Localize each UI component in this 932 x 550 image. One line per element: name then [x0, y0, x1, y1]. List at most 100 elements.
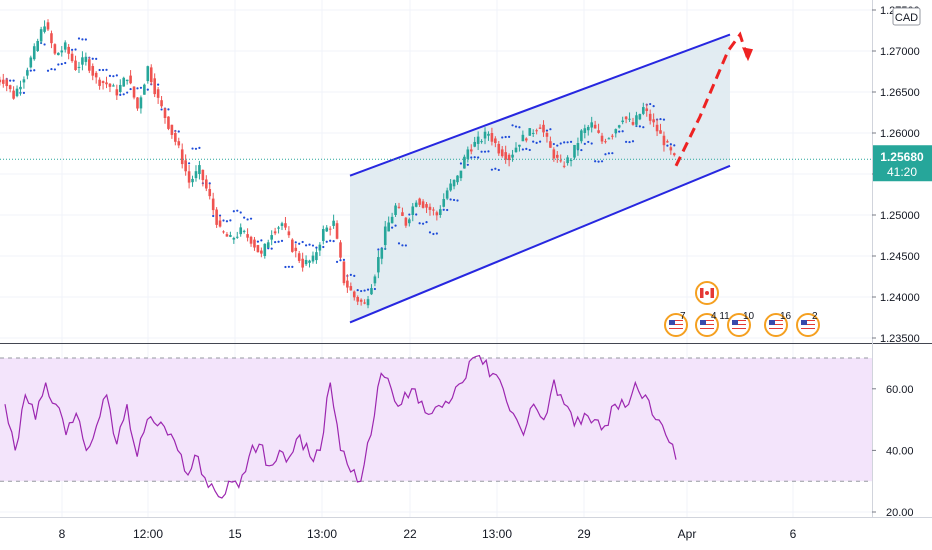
candle [487, 131, 490, 141]
candle [545, 131, 549, 143]
candle [473, 136, 476, 148]
time-axis[interactable]: 8 12:00 15 13:00 22 13:00 29 Apr 6 [59, 527, 797, 541]
candle [352, 290, 356, 301]
sar-dot [342, 258, 346, 261]
time-tick-label: 13:00 [482, 527, 512, 541]
candle [280, 221, 284, 231]
sar-dot [511, 124, 514, 127]
sar-dot [673, 144, 676, 147]
candle [390, 212, 394, 224]
event-badge-us[interactable]: 7 [664, 311, 688, 337]
sar-dot [249, 217, 253, 220]
sar-dot [29, 69, 32, 72]
candle [325, 225, 329, 232]
sar-dot [377, 248, 380, 251]
sar-dot [597, 160, 600, 163]
sar-dot [483, 150, 487, 153]
candle [562, 161, 566, 169]
sar-dot [43, 43, 46, 46]
price-tick-label: 1.24000 [880, 292, 920, 304]
event-badge-us[interactable]: 2 [796, 311, 820, 337]
sar-dot [360, 289, 363, 293]
sar-dot [64, 61, 67, 65]
candle [160, 96, 163, 109]
candle [277, 225, 280, 234]
event-badge-us[interactable]: 10 [727, 311, 755, 337]
countdown-value: 41:20 [887, 165, 917, 179]
sar-dot [418, 222, 421, 225]
candle [218, 216, 222, 228]
candle [194, 165, 198, 182]
candle [559, 154, 563, 163]
symbol-box[interactable] [892, 7, 921, 26]
candle [170, 124, 174, 139]
event-badge-ca[interactable] [695, 281, 719, 305]
sar-dot [139, 86, 143, 89]
sar-dot [95, 57, 98, 60]
candle [359, 298, 363, 306]
candle [580, 129, 583, 144]
candle [284, 216, 287, 231]
sar-dot [108, 74, 112, 77]
candle [36, 38, 39, 53]
time-tick-label: 13:00 [307, 527, 337, 541]
event-badge-us[interactable]: 4 11 [695, 311, 730, 337]
sar-dot [325, 240, 328, 243]
sar-dot [487, 150, 490, 153]
candle [105, 76, 108, 89]
candle [669, 145, 673, 155]
channel-fill [350, 34, 730, 323]
sar-dot [308, 243, 311, 246]
sar-dot [332, 240, 335, 243]
sar-dot [501, 136, 504, 139]
rsi-axis[interactable]: 60.00 40.00 20.00 [872, 384, 914, 519]
sar-dot [480, 150, 483, 153]
sar-dot [504, 135, 507, 139]
sar-dot [329, 239, 332, 242]
candle [377, 250, 380, 279]
channel-upper-line[interactable] [349, 33, 731, 177]
candle [180, 143, 184, 169]
candle [174, 130, 177, 146]
candle [15, 85, 19, 98]
candle [91, 63, 95, 81]
candle [315, 248, 318, 264]
candle [432, 207, 435, 216]
sar-dot [167, 108, 170, 111]
time-tick-label: 15 [228, 527, 242, 541]
candle [239, 223, 243, 237]
candle [531, 129, 535, 138]
candle [74, 55, 77, 71]
candle [552, 147, 556, 162]
candle [370, 284, 373, 295]
sar-dot [470, 156, 473, 159]
candle [301, 252, 304, 272]
sar-dot [459, 162, 463, 165]
sar-dot [194, 147, 198, 150]
candle [149, 64, 153, 85]
projection-arrow [674, 31, 750, 167]
sar-dot [349, 273, 352, 276]
candle [425, 202, 428, 214]
event-badge-us[interactable]: 16 [764, 311, 792, 337]
candle [167, 116, 170, 131]
sar-dot [559, 142, 562, 145]
candle [518, 144, 521, 152]
sar-dot [594, 160, 597, 163]
sar-dot [508, 135, 511, 138]
sar-dot [421, 222, 425, 225]
sar-dot [590, 142, 593, 145]
channel-lower-line[interactable] [349, 164, 731, 324]
sar-dot [301, 240, 304, 244]
candle [635, 111, 638, 127]
sar-dot [580, 148, 583, 152]
candles [0, 19, 676, 309]
candle [404, 216, 408, 228]
candle [208, 183, 212, 200]
rsi-tick-label: 40.00 [886, 445, 914, 457]
candle [5, 77, 9, 92]
candle [607, 137, 611, 140]
sar-dot [549, 128, 552, 131]
candle [672, 152, 676, 157]
